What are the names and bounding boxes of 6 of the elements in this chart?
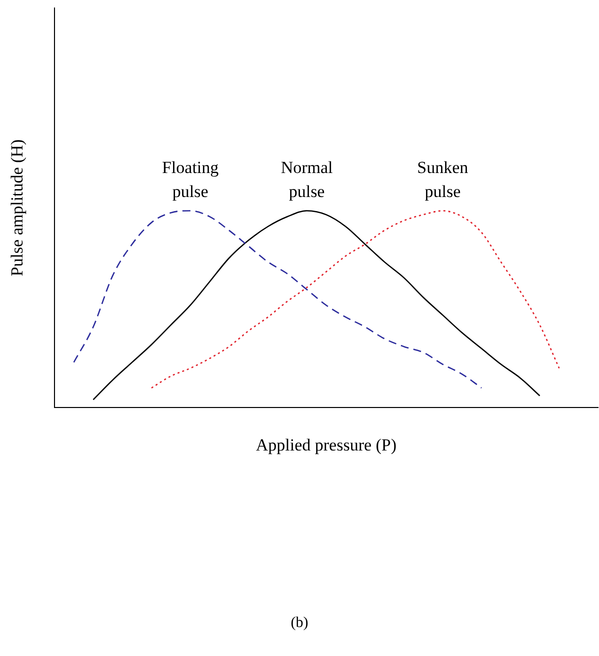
- y-axis-title: Pulse amplitude (H): [8, 139, 27, 276]
- series-label: Sunken pulse: [417, 158, 469, 201]
- text: (b): [290, 615, 310, 632]
- x-axis-title: Applied pressure (P): [256, 435, 397, 454]
- series-label: Normal pulse: [280, 158, 334, 201]
- series-label: Floating pulse: [162, 158, 220, 201]
